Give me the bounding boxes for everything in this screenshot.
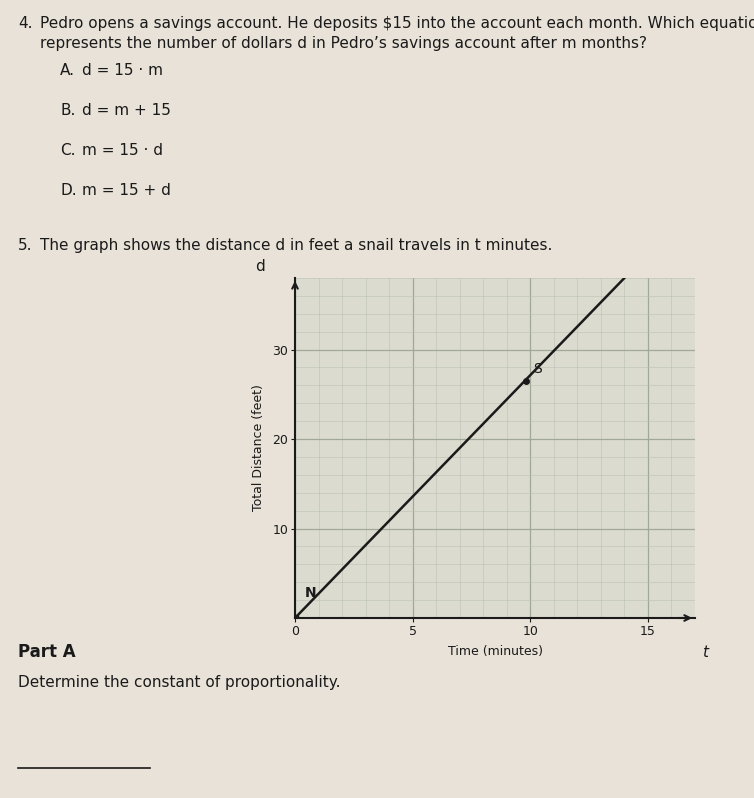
Text: d: d	[255, 259, 265, 274]
Text: d = 15 · m: d = 15 · m	[82, 63, 163, 78]
Text: The graph shows the distance d in feet a snail travels in t minutes.: The graph shows the distance d in feet a…	[40, 238, 553, 253]
Text: Part A: Part A	[18, 643, 75, 661]
Text: A.: A.	[60, 63, 75, 78]
Text: N: N	[305, 586, 316, 600]
Y-axis label: Total Distance (feet): Total Distance (feet)	[253, 385, 265, 512]
X-axis label: Time (minutes): Time (minutes)	[448, 645, 542, 658]
Text: Pedro opens a savings account. He deposits $15 into the account each month. Whic: Pedro opens a savings account. He deposi…	[40, 16, 754, 31]
Text: 4.: 4.	[18, 16, 32, 31]
Text: S: S	[532, 362, 541, 377]
Text: m = 15 · d: m = 15 · d	[82, 143, 163, 158]
Text: D.: D.	[60, 183, 77, 198]
Text: C.: C.	[60, 143, 75, 158]
Text: t: t	[702, 645, 708, 660]
Text: d = m + 15: d = m + 15	[82, 103, 171, 118]
Text: 5.: 5.	[18, 238, 32, 253]
Text: Determine the constant of proportionality.: Determine the constant of proportionalit…	[18, 675, 341, 690]
Text: B.: B.	[60, 103, 75, 118]
Text: represents the number of dollars d in Pedro’s savings account after m months?: represents the number of dollars d in Pe…	[40, 36, 647, 51]
Text: m = 15 + d: m = 15 + d	[82, 183, 171, 198]
